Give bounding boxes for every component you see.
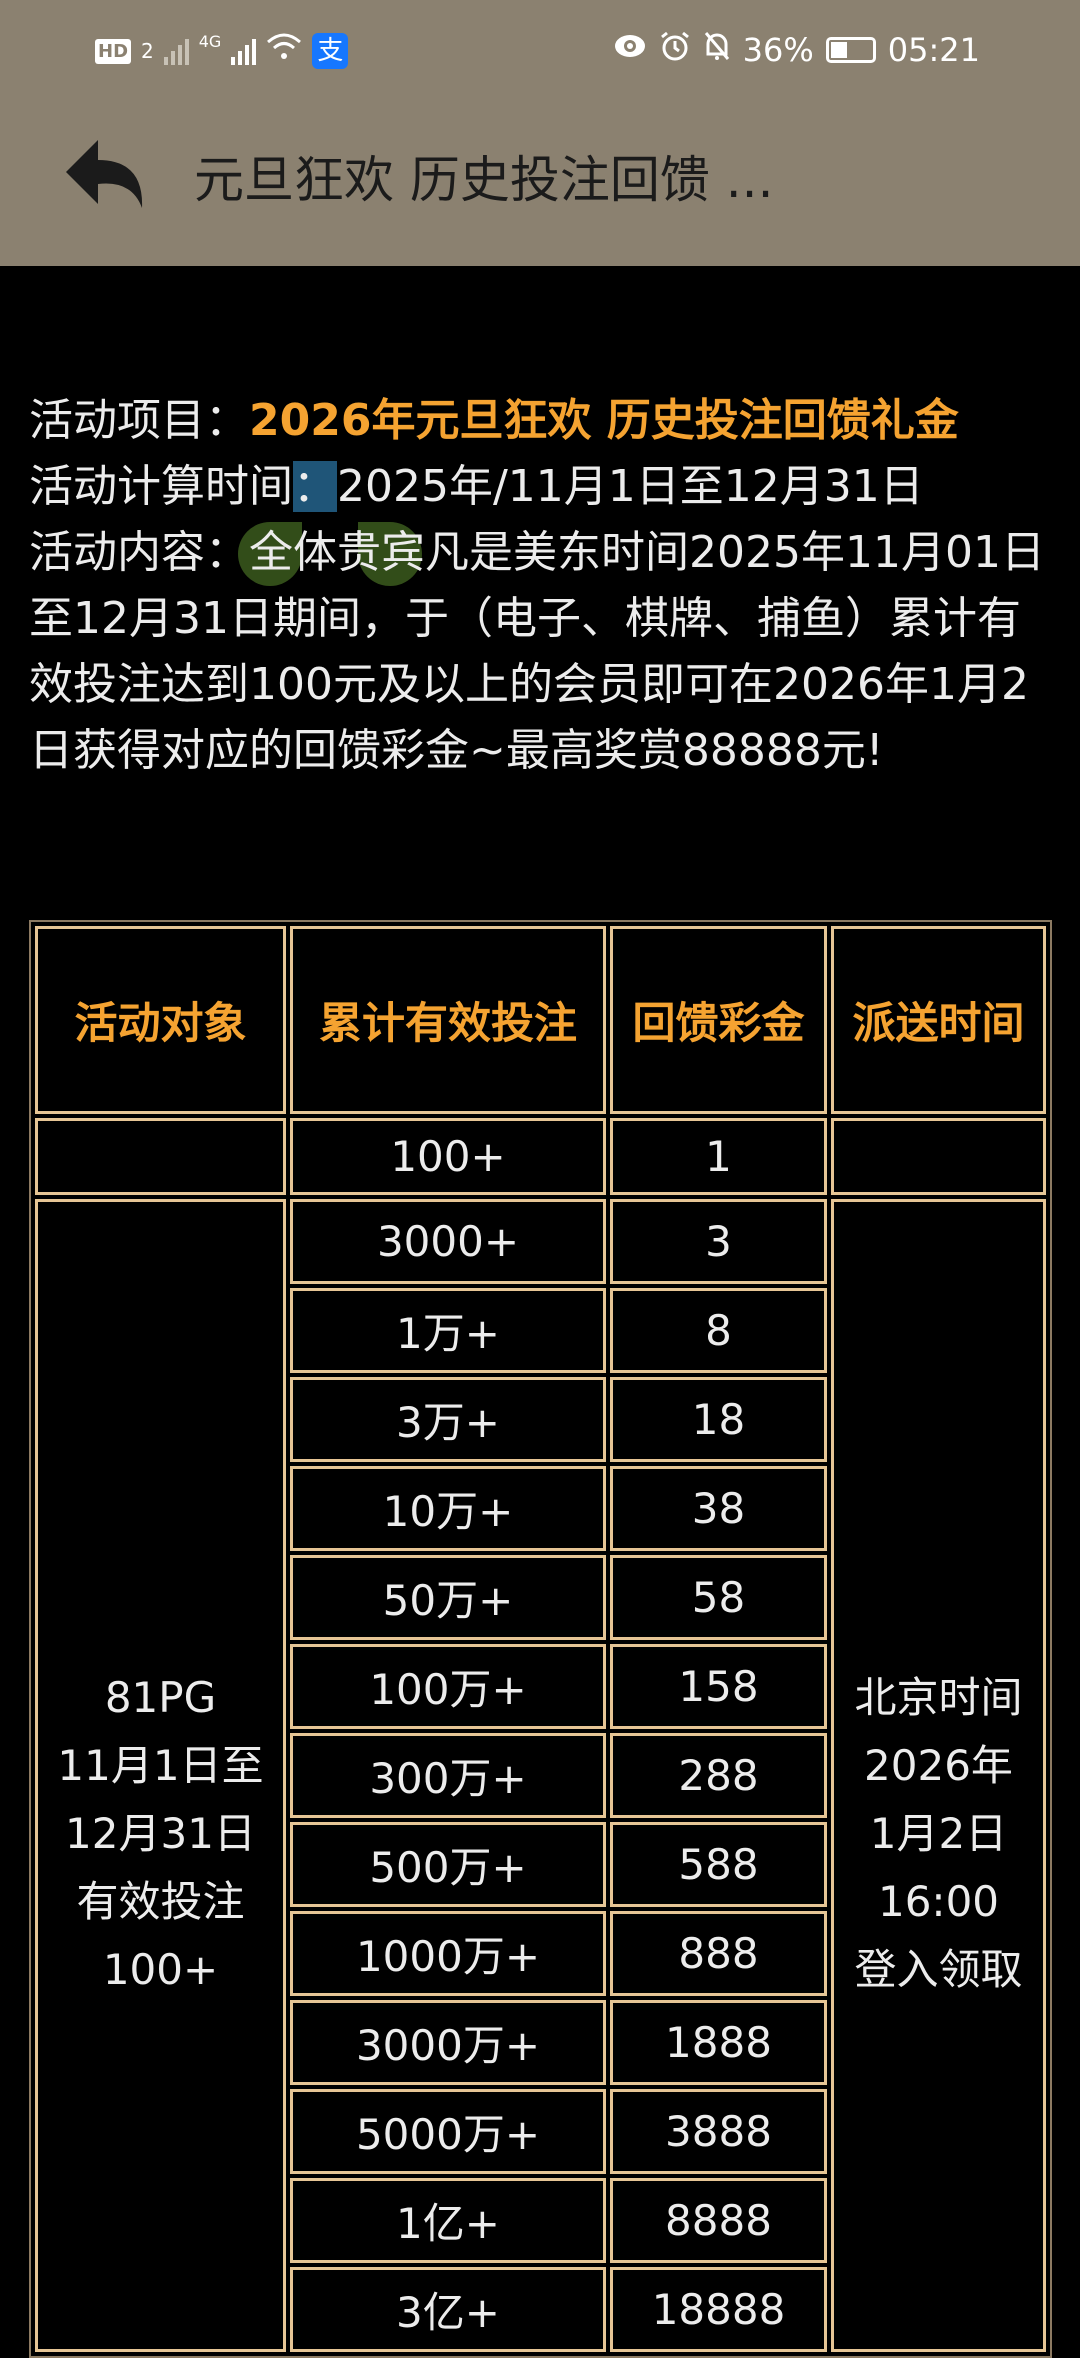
desc-label: 活动内容：	[29, 527, 249, 578]
table-row: 1000万+ 888	[35, 1911, 1046, 1996]
cell-bonus: 3888	[610, 2089, 827, 2174]
cell-bonus: 3	[610, 1199, 827, 1284]
cell-bonus: 58	[610, 1555, 827, 1640]
cell-bonus: 1	[610, 1118, 827, 1195]
target-line: 81PG	[104, 1673, 217, 1722]
header-bonus: 回馈彩金	[610, 926, 827, 1114]
bonus-table: 活动对象 累计有效投注 回馈彩金 派送时间 100+ 1 81PG 11月1日至 1…	[29, 920, 1052, 2358]
desc-line: 活动内容：全体贵宾凡是美东时间2025年11月01日至12月31日期间，于（电子…	[29, 520, 1059, 784]
table-row: 81PG 11月1日至 12月31日 有效投注 100+ 3000+ 3 北京时间 2026年 1…	[35, 1199, 1046, 2352]
cell-bonus: 18888	[610, 2267, 827, 2352]
cell-target	[35, 1118, 286, 1195]
selected-text[interactable]: ：	[293, 461, 337, 512]
cell-bet: 100+	[290, 1118, 606, 1195]
table-row: 3万+ 18	[35, 1377, 1046, 1462]
project-value: 2026年元旦狂欢 历史投注回馈礼金	[249, 395, 959, 446]
table-row: 300万+ 288	[35, 1733, 1046, 1818]
target-line: 有效投注	[76, 1877, 245, 1926]
sim-number: 2	[141, 39, 154, 63]
hd-voice-icon: HD	[95, 38, 132, 64]
cell-bet: 3亿+	[290, 2267, 606, 2352]
desc-value: 全体贵宾凡是美东时间2025年11月01日至12月31日期间，于（电子、棋牌、捕…	[29, 527, 1045, 776]
header-time: 派送时间	[831, 926, 1046, 1114]
text-selection-handle-start[interactable]	[238, 522, 302, 586]
network-type: 4G	[198, 32, 222, 51]
time-line: 登入领取	[854, 1945, 1023, 1994]
cell-bonus: 888	[610, 1911, 827, 1996]
time-line: 北京时间	[854, 1673, 1023, 1722]
table-row: 1万+ 8	[35, 1288, 1046, 1373]
period-label: 活动计算时间	[29, 461, 293, 512]
cell-bet: 3000万+	[290, 2000, 606, 2085]
app-header: 元旦狂欢 历史投注回馈 ...	[0, 100, 1080, 266]
text-selection-handle-end[interactable]	[358, 522, 422, 586]
cell-bet: 100万+	[290, 1644, 606, 1729]
cell-bet: 1000万+	[290, 1911, 606, 1996]
signal-sim2-icon	[231, 37, 257, 65]
cell-bet: 1亿+	[290, 2178, 606, 2263]
header-bet: 累计有效投注	[290, 926, 606, 1114]
cell-bet: 5000万+	[290, 2089, 606, 2174]
cell-bonus: 38	[610, 1466, 827, 1551]
wifi-icon	[266, 32, 302, 70]
cell-bonus: 8	[610, 1288, 827, 1373]
eye-comfort-icon	[613, 31, 647, 69]
project-label: 活动项目：	[29, 395, 249, 446]
cell-bonus: 158	[610, 1644, 827, 1729]
table-row: 5000万+ 3888	[35, 2089, 1046, 2174]
table-header-row: 活动对象 累计有效投注 回馈彩金 派送时间	[35, 926, 1046, 1114]
activity-description: 活动项目：2026年元旦狂欢 历史投注回馈礼金 活动计算时间：2025年/11月…	[29, 388, 1059, 784]
table-row: 500万+ 588	[35, 1822, 1046, 1907]
mute-bell-icon	[703, 30, 731, 70]
cell-bet: 300万+	[290, 1733, 606, 1818]
clock-time: 05:21	[887, 31, 980, 69]
cell-bet: 10万+	[290, 1466, 606, 1551]
signal-sim1-icon	[163, 37, 189, 65]
table-row: 1亿+ 8888	[35, 2178, 1046, 2263]
battery-icon	[825, 37, 876, 63]
cell-bet: 500万+	[290, 1822, 606, 1907]
table-row: 100+ 1	[35, 1118, 1046, 1195]
status-bar: HD 2 4G 支 36% 05:21	[0, 0, 1080, 100]
time-line: 16:00	[877, 1877, 1000, 1926]
target-line: 100+	[102, 1945, 219, 1994]
cell-bet: 3000+	[290, 1199, 606, 1284]
cell-bonus: 18	[610, 1377, 827, 1462]
battery-percent: 36%	[742, 31, 814, 69]
period-line: 活动计算时间：2025年/11月1日至12月31日	[29, 454, 1059, 520]
table-row: 100万+ 158	[35, 1644, 1046, 1729]
cell-target-merged: 81PG 11月1日至 12月31日 有效投注 100+	[35, 1199, 286, 2352]
back-button[interactable]	[62, 130, 152, 220]
page-title: 元旦狂欢 历史投注回馈 ...	[194, 151, 774, 209]
alarm-icon	[659, 30, 691, 70]
cell-bet: 3万+	[290, 1377, 606, 1462]
time-line: 2026年	[864, 1741, 1013, 1790]
target-line: 11月1日至	[57, 1741, 264, 1790]
period-value: 2025年/11月1日至12月31日	[337, 461, 924, 512]
project-line: 活动项目：2026年元旦狂欢 历史投注回馈礼金	[29, 388, 1059, 454]
table-row: 50万+ 58	[35, 1555, 1046, 1640]
table-row: 10万+ 38	[35, 1466, 1046, 1551]
cell-bonus: 1888	[610, 2000, 827, 2085]
cell-bonus: 588	[610, 1822, 827, 1907]
cell-time	[831, 1118, 1046, 1195]
header-target: 活动对象	[35, 926, 286, 1114]
cell-bet: 50万+	[290, 1555, 606, 1640]
time-line: 1月2日	[869, 1809, 1008, 1858]
cell-bet: 1万+	[290, 1288, 606, 1373]
cell-time-merged: 北京时间 2026年 1月2日 16:00 登入领取	[831, 1199, 1046, 2352]
alipay-icon: 支	[312, 33, 349, 69]
cell-bonus: 8888	[610, 2178, 827, 2263]
table-row: 3000万+ 1888	[35, 2000, 1046, 2085]
target-line: 12月31日	[65, 1809, 256, 1858]
back-arrow-icon	[66, 140, 143, 208]
cell-bonus: 288	[610, 1733, 827, 1818]
